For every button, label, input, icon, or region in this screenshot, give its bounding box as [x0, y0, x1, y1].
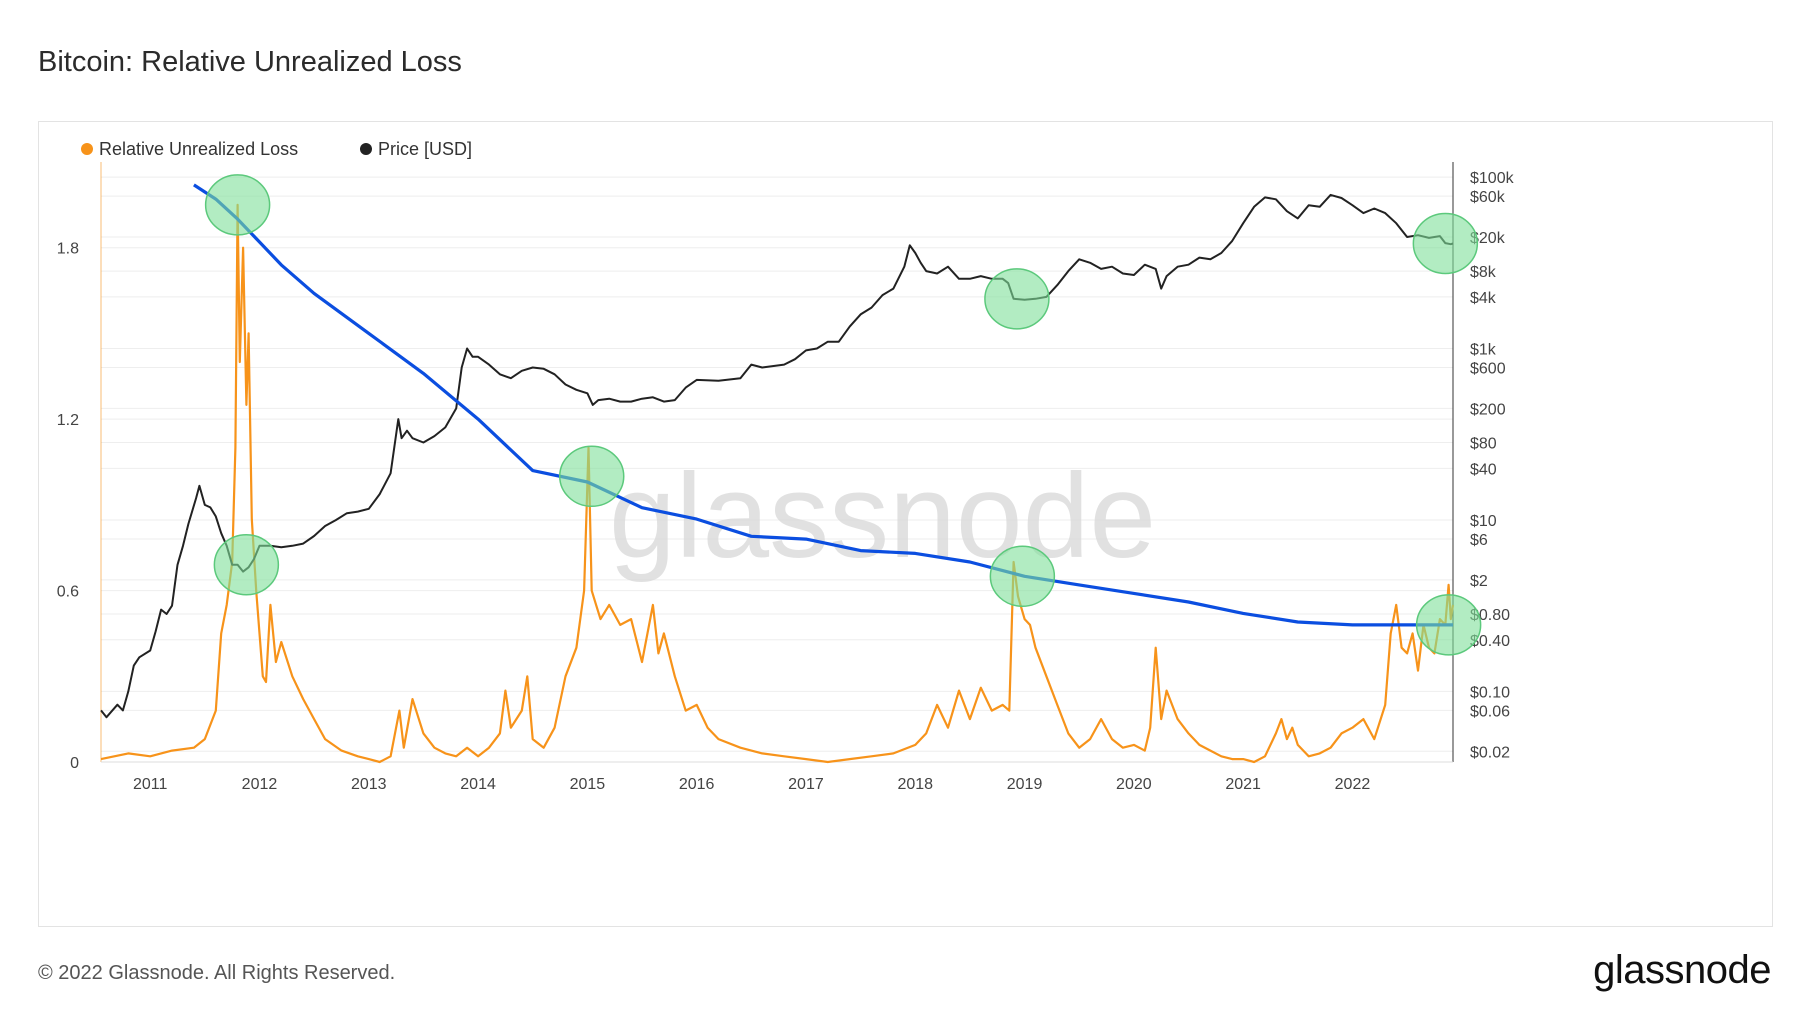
- highlight-circle: [213, 534, 280, 596]
- y-right-tick-label: $0.02: [1470, 744, 1510, 761]
- x-tick-label: 2013: [351, 776, 387, 793]
- y-left-tick-label: 0.6: [57, 584, 79, 601]
- x-tick-label: 2016: [679, 776, 715, 793]
- y-right-tick-label: $80: [1470, 436, 1497, 453]
- y-right-tick-label: $600: [1470, 361, 1506, 378]
- y-right-tick-label: $200: [1470, 401, 1506, 418]
- y-right-tick-label: $20k: [1470, 230, 1506, 247]
- y-right-tick-label: $40: [1470, 461, 1497, 478]
- x-tick-label: 2022: [1335, 776, 1371, 793]
- highlight-circle: [989, 545, 1056, 608]
- x-tick-label: 2018: [897, 776, 933, 793]
- y-right-tick-label: $0.40: [1470, 633, 1510, 650]
- series-line-relative-unrealized-loss: [100, 203, 1455, 764]
- x-tick-label: 2012: [242, 776, 278, 793]
- y-left-tick-label: 0: [70, 755, 79, 772]
- legend-label-price: Price [USD]: [378, 139, 472, 159]
- y-left-tick-label: 1.2: [57, 412, 79, 429]
- y-right-tick-label: $6: [1470, 532, 1488, 549]
- series-line-trend: [193, 183, 1453, 627]
- page-title: Bitcoin: Relative Unrealized Loss: [38, 46, 462, 78]
- y-right-tick-label: $10: [1470, 513, 1497, 530]
- x-tick-label: 2020: [1116, 776, 1152, 793]
- y-right-tick-label: $8k: [1470, 264, 1497, 281]
- highlights: [204, 174, 1482, 656]
- footer-copyright: © 2022 Glassnode. All Rights Reserved.: [38, 962, 396, 984]
- y-right-tick-label: $0.10: [1470, 684, 1510, 701]
- grid-lines: [101, 176, 1453, 763]
- legend-marker-price: [360, 143, 372, 155]
- y-right-tick-label: $0.06: [1470, 703, 1510, 720]
- x-tick-label: 2019: [1007, 776, 1043, 793]
- watermark: glassnode: [609, 449, 1156, 583]
- y-left-tick-label: 1.8: [57, 241, 79, 258]
- x-tick-label: 2021: [1225, 776, 1261, 793]
- axes: 00.61.21.8$0.02$0.06$0.10$0.40$0.80$2$6$…: [57, 162, 1515, 793]
- y-right-tick-label: $4k: [1470, 290, 1497, 307]
- chart-svg: glassnode 0 0.6 1.2 1.8 $0.02 $0.06 $0.10 $0.40…: [57, 139, 1515, 793]
- highlight-circle: [1412, 212, 1479, 275]
- x-tick-label: 2011: [133, 776, 168, 793]
- x-tick-label: 2017: [788, 776, 824, 793]
- highlight-circle: [1415, 594, 1482, 656]
- legend: Relative Unrealized Loss Price [USD]: [81, 139, 472, 159]
- x-tick-label: 2015: [570, 776, 606, 793]
- chart-frame: glassnode 0 0.6 1.2 1.8 $0.02 $0.06 $0.10 $0.40…: [38, 121, 1773, 927]
- y-right-tick-label: $2: [1470, 573, 1488, 590]
- y-right-tick-label: $1k: [1470, 342, 1497, 359]
- glassnode-logo: glassnode: [1593, 948, 1771, 992]
- x-tick-label: 2014: [460, 776, 496, 793]
- y-right-tick-label: $60k: [1470, 189, 1506, 206]
- highlight-circle: [558, 445, 625, 508]
- legend-marker-loss: [81, 143, 93, 155]
- legend-label-loss: Relative Unrealized Loss: [99, 139, 298, 159]
- y-right-tick-label: $100k: [1470, 170, 1515, 187]
- highlight-circle: [984, 268, 1050, 330]
- highlight-circle: [204, 174, 271, 236]
